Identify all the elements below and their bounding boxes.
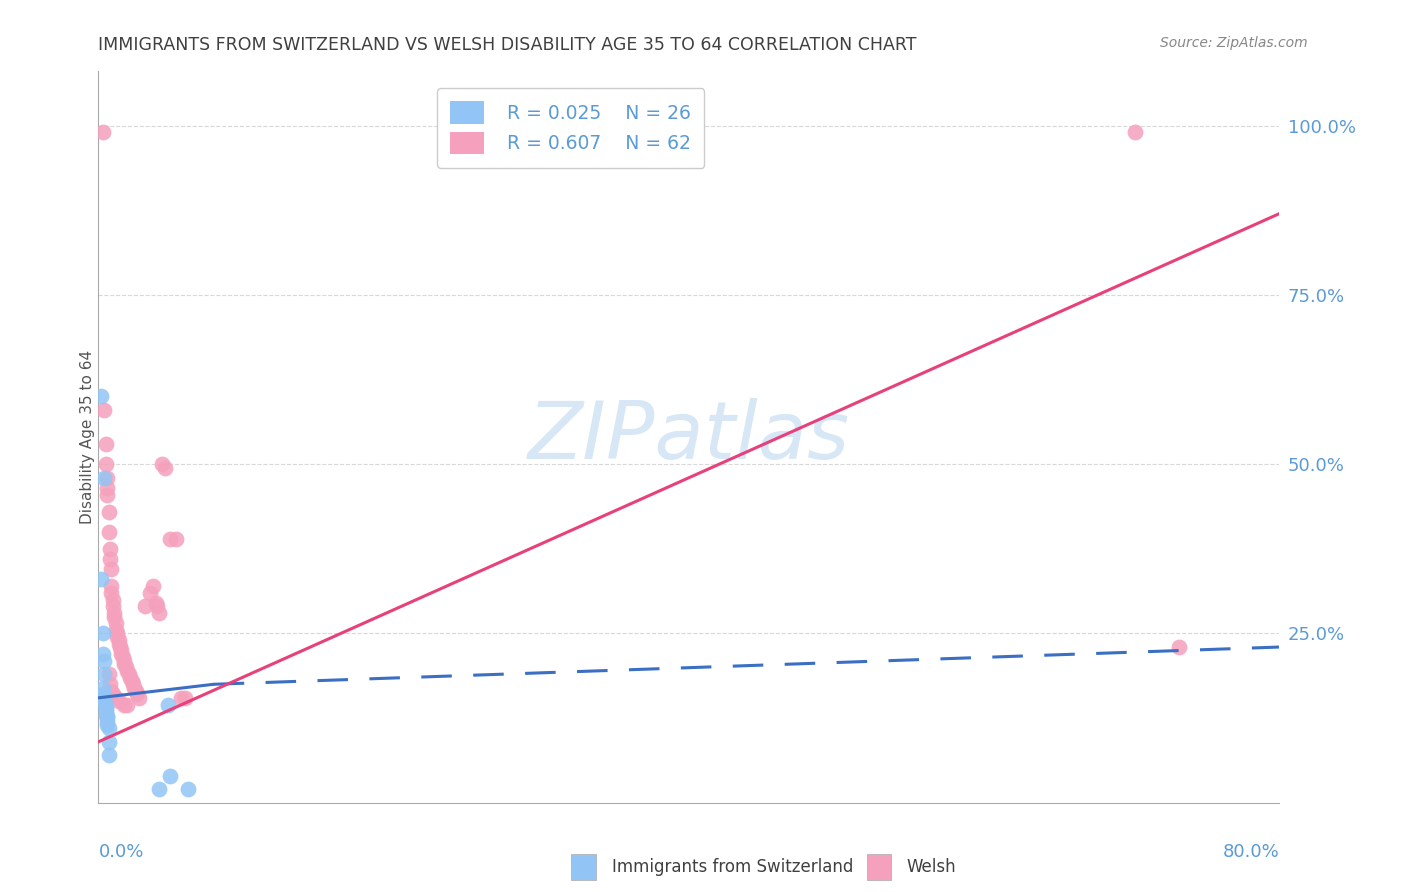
Point	[91, 626, 114, 640]
Point	[91, 125, 114, 139]
Text: Source: ZipAtlas.com: Source: ZipAtlas.com	[1160, 36, 1308, 50]
Text: Immigrants from Switzerland: Immigrants from Switzerland	[612, 858, 853, 876]
Point	[94, 701, 117, 715]
Point	[101, 592, 124, 607]
Point	[105, 630, 128, 644]
Point	[96, 709, 118, 723]
Point	[104, 690, 127, 705]
Point	[112, 657, 135, 671]
Point	[98, 677, 121, 691]
Text: Welsh: Welsh	[907, 858, 956, 876]
Point	[97, 748, 120, 763]
Point	[148, 606, 170, 620]
Point	[100, 562, 122, 576]
Point	[125, 684, 148, 698]
Point	[105, 626, 128, 640]
Point	[101, 599, 124, 614]
Point	[159, 532, 181, 546]
Point	[165, 532, 187, 546]
Point	[121, 673, 143, 688]
Point	[107, 694, 129, 708]
Point	[127, 688, 149, 702]
Point	[156, 698, 179, 712]
Point	[150, 457, 173, 471]
Point	[93, 654, 115, 668]
Point	[115, 698, 138, 712]
Point	[96, 488, 118, 502]
Point	[1167, 640, 1189, 654]
Point	[93, 403, 115, 417]
Point	[114, 660, 136, 674]
Point	[96, 711, 118, 725]
Point	[112, 654, 135, 668]
Text: 80.0%: 80.0%	[1223, 843, 1279, 861]
Point	[146, 599, 169, 614]
Point	[104, 623, 127, 637]
Point	[97, 524, 120, 539]
Text: IMMIGRANTS FROM SWITZERLAND VS WELSH DISABILITY AGE 35 TO 64 CORRELATION CHART: IMMIGRANTS FROM SWITZERLAND VS WELSH DIS…	[98, 36, 917, 54]
Point	[110, 647, 132, 661]
Point	[104, 616, 127, 631]
Point	[139, 586, 162, 600]
Text: 0.0%: 0.0%	[98, 843, 143, 861]
Point	[98, 552, 121, 566]
Point	[93, 667, 115, 681]
Point	[97, 505, 120, 519]
Point	[118, 667, 141, 681]
Point	[96, 481, 118, 495]
Point	[96, 714, 118, 729]
Point	[100, 684, 122, 698]
Point	[115, 664, 138, 678]
Point	[100, 579, 122, 593]
Point	[91, 647, 114, 661]
Point	[134, 599, 156, 614]
Point	[103, 609, 125, 624]
Point	[94, 457, 117, 471]
Point	[128, 690, 150, 705]
Point	[145, 596, 167, 610]
Point	[112, 698, 135, 712]
Point	[122, 677, 145, 691]
Point	[173, 690, 195, 705]
Point	[94, 437, 117, 451]
Point	[97, 735, 120, 749]
Point	[1125, 125, 1147, 139]
Point	[96, 718, 118, 732]
Point	[110, 643, 132, 657]
Point	[98, 541, 121, 556]
Point	[107, 637, 129, 651]
Point	[148, 782, 170, 797]
Point	[97, 721, 120, 735]
Point	[108, 640, 131, 654]
Point	[94, 707, 117, 722]
Point	[153, 460, 176, 475]
Point	[93, 694, 115, 708]
Point	[107, 633, 129, 648]
Point	[120, 671, 142, 685]
Point	[90, 572, 112, 586]
Point	[111, 650, 134, 665]
Point	[94, 705, 117, 719]
Point	[177, 782, 200, 797]
Point	[142, 579, 165, 593]
Point	[101, 688, 124, 702]
Point	[93, 471, 115, 485]
Point	[91, 688, 114, 702]
Point	[100, 586, 122, 600]
Point	[103, 606, 125, 620]
Point	[93, 690, 115, 705]
Text: ZIPatlas: ZIPatlas	[527, 398, 851, 476]
Point	[169, 690, 191, 705]
Point	[94, 698, 117, 712]
Point	[97, 667, 120, 681]
Point	[96, 471, 118, 485]
Point	[124, 681, 146, 695]
Point	[90, 389, 112, 403]
Point	[159, 769, 181, 783]
Legend:   R = 0.025    N = 26,   R = 0.607    N = 62: R = 0.025 N = 26, R = 0.607 N = 62	[437, 88, 704, 168]
Y-axis label: Disability Age 35 to 64: Disability Age 35 to 64	[80, 350, 94, 524]
Point	[91, 681, 114, 695]
